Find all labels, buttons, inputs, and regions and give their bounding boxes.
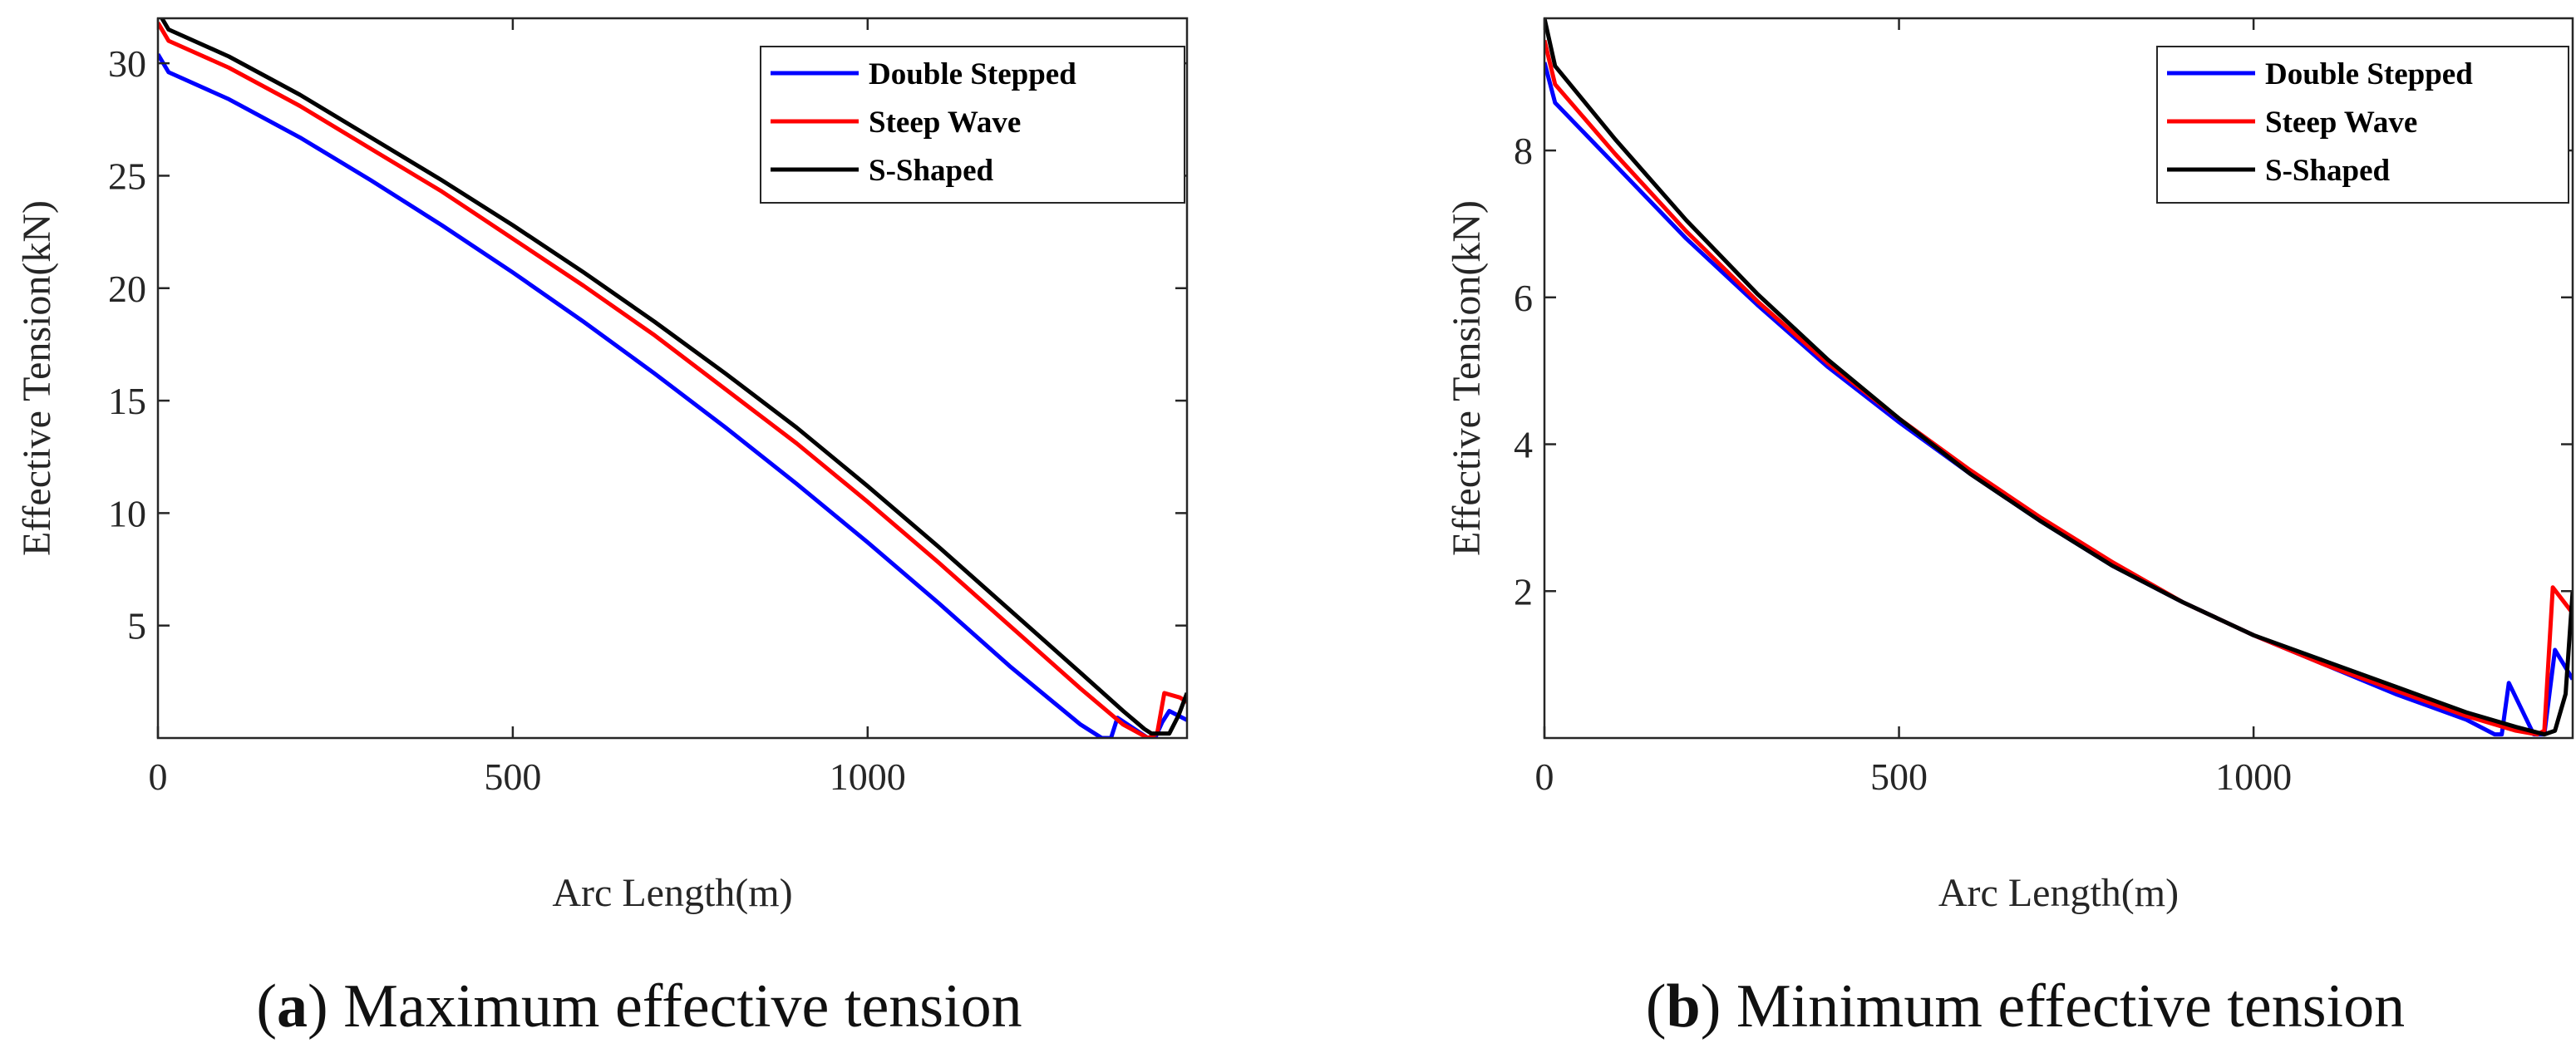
chart-panel-a: 0 500 1000 5 10 15 20 25 30 Arc Length(m) Effect… — [15, 17, 1189, 1041]
caption-text-a: ) Maximum effective tension — [308, 972, 1022, 1041]
plot-frame-b — [1543, 17, 2574, 740]
legend-a: Double Stepped Steep Wave S-Shaped — [760, 46, 1185, 204]
y-tick-label: 20 — [108, 268, 146, 310]
y-tick-label: 6 — [1514, 277, 1533, 319]
x-axis-label-a: Arc Length(m) — [552, 871, 792, 915]
caption-letter-b: b — [1667, 972, 1701, 1041]
x-tick-label: 0 — [1535, 755, 1554, 798]
axis-ticks-a: 0 500 1000 5 10 15 20 25 30 — [108, 18, 1187, 798]
series-line-double-stepped — [158, 53, 1187, 738]
legend-label: Steep Wave — [869, 106, 1021, 140]
y-axis-label-a: Effective Tension(kN) — [15, 200, 59, 556]
y-tick-label: 5 — [127, 605, 146, 647]
y-tick-label: 10 — [108, 492, 146, 534]
axis-ticks-b: 0 500 1000 2 4 6 8 — [1514, 18, 2573, 798]
plot-frame-a — [156, 17, 1189, 740]
legend-b: Double Stepped Steep Wave S-Shaped — [2156, 46, 2569, 204]
x-tick-label: 1000 — [2215, 755, 2292, 798]
legend-label: Steep Wave — [2265, 106, 2417, 140]
x-tick-label: 500 — [484, 755, 541, 798]
x-tick-label: 0 — [149, 755, 168, 798]
y-tick-label: 4 — [1514, 424, 1533, 466]
y-tick-label: 15 — [108, 380, 146, 422]
chart-panel-b: 0 500 1000 2 4 6 8 Arc Length(m) Effective Ten… — [1445, 17, 2574, 1041]
y-tick-label: 25 — [108, 155, 146, 197]
caption-b: (b) Minimum effective tension — [1646, 972, 2405, 1041]
caption-letter-a: a — [277, 972, 308, 1041]
legend-label: Double Stepped — [869, 57, 1076, 91]
series-line-s-shaped — [1544, 18, 2573, 737]
x-axis-label-b: Arc Length(m) — [1938, 871, 2179, 915]
series-lines-b — [1544, 18, 2573, 737]
series-line-s-shaped — [159, 18, 1187, 736]
legend-label: S-Shaped — [2265, 154, 2391, 188]
caption-a: (a) Maximum effective tension — [256, 972, 1022, 1041]
y-tick-label: 30 — [108, 42, 146, 85]
caption-open-b: ( — [1646, 972, 1667, 1041]
x-tick-label: 500 — [1870, 755, 1928, 798]
caption-text-b: ) Minimum effective tension — [1701, 972, 2405, 1041]
y-tick-label: 8 — [1514, 130, 1533, 172]
series-lines-a — [158, 18, 1187, 738]
legend-label: S-Shaped — [869, 154, 994, 188]
y-tick-label: 2 — [1514, 570, 1533, 613]
y-axis-label-b: Effective Tension(kN) — [1445, 200, 1489, 556]
caption-open-a: ( — [256, 972, 277, 1041]
x-tick-label: 1000 — [830, 755, 906, 798]
legend-label: Double Stepped — [2265, 57, 2473, 91]
